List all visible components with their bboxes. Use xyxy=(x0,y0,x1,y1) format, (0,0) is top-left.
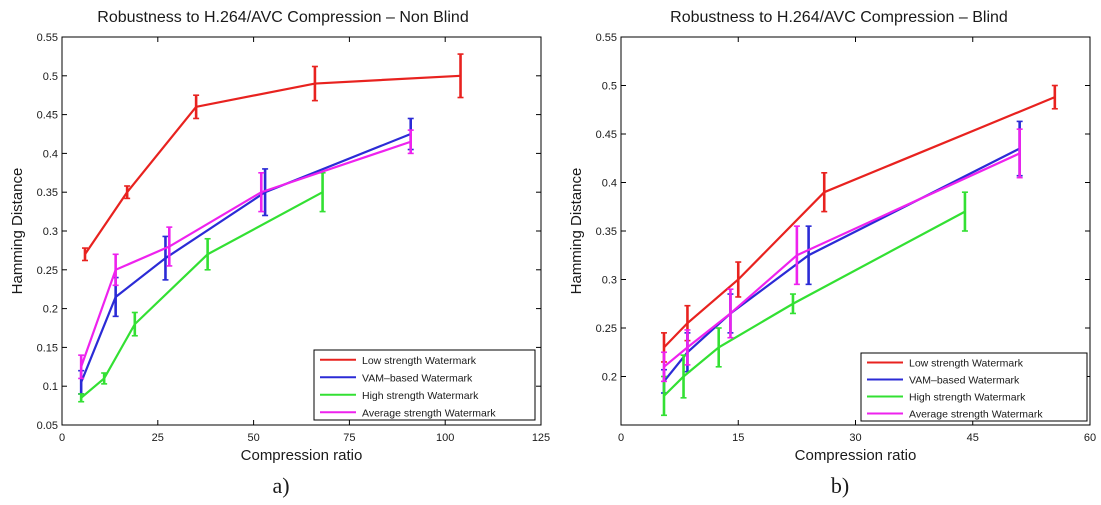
y-tick-label: 0.05 xyxy=(37,420,58,432)
legend-box xyxy=(860,352,1088,422)
y-tick-label: 0.3 xyxy=(43,226,58,238)
x-axis-label: Compression ratio xyxy=(795,447,917,464)
legend-label: High strength Watermark xyxy=(362,390,479,402)
legend-item: High strength Watermark xyxy=(867,392,1026,404)
legend-item: Average strength Watermark xyxy=(867,409,1043,421)
error-bar xyxy=(131,311,138,337)
y-tick-label: 0.55 xyxy=(37,32,58,44)
x-tick-label: 125 xyxy=(532,432,550,444)
legend-item: Average strength Watermark xyxy=(320,407,496,419)
error-bar xyxy=(407,129,414,155)
panel-caption: a) xyxy=(272,473,289,498)
error-bar xyxy=(162,235,169,281)
x-tick-label: 30 xyxy=(849,432,861,444)
y-tick-label: 0.1 xyxy=(43,381,58,393)
y-tick-label: 0.45 xyxy=(596,129,617,141)
legend-item: High strength Watermark xyxy=(320,390,479,402)
error-bar xyxy=(793,225,800,286)
error-bar xyxy=(789,293,796,315)
legend: Low strength Watermark VAM–based Watermar… xyxy=(313,349,536,421)
error-bar xyxy=(81,247,88,262)
error-bar xyxy=(78,354,85,380)
error-bar xyxy=(1016,128,1023,179)
error-bar xyxy=(680,354,687,399)
legend-item: VAM–based Watermark xyxy=(320,372,473,384)
series-1 xyxy=(81,53,464,262)
x-axis-label: Compression ratio xyxy=(241,447,363,464)
error-bar xyxy=(961,191,968,232)
x-tick-label: 100 xyxy=(436,432,454,444)
series-1 xyxy=(660,84,1058,363)
error-bar xyxy=(821,172,828,213)
legend: Low strength Watermark VAM–based Watermar… xyxy=(860,352,1088,422)
y-axis-label: Hamming Distance xyxy=(568,168,585,295)
y-tick-label: 0.55 xyxy=(596,32,617,44)
error-bar xyxy=(727,288,734,339)
error-bar xyxy=(124,185,131,200)
error-bar xyxy=(660,351,667,383)
y-tick-label: 0.4 xyxy=(43,148,58,160)
error-bar xyxy=(112,253,119,287)
series-3 xyxy=(660,191,968,417)
x-tick-label: 0 xyxy=(618,432,624,444)
panel-caption: b) xyxy=(831,473,849,498)
error-bar xyxy=(258,172,265,213)
legend-box xyxy=(313,349,536,421)
x-tick-label: 0 xyxy=(59,432,65,444)
error-bar xyxy=(262,168,269,217)
error-bar xyxy=(166,226,173,267)
legend-label: Low strength Watermark xyxy=(909,358,1024,370)
series-4 xyxy=(660,128,1023,383)
y-tick-label: 0.2 xyxy=(602,372,617,384)
legend-label: VAM–based Watermark xyxy=(909,375,1020,387)
error-bar xyxy=(457,53,464,99)
y-tick-label: 0.25 xyxy=(596,323,617,335)
legend-item: VAM–based Watermark xyxy=(867,375,1020,387)
y-axis-label: Hamming Distance xyxy=(9,168,26,295)
error-bar xyxy=(204,237,211,271)
error-bar xyxy=(715,327,722,368)
x-tick-label: 25 xyxy=(152,432,164,444)
y-tick-label: 0.3 xyxy=(602,275,617,287)
series-3 xyxy=(78,172,326,403)
y-tick-label: 0.15 xyxy=(37,342,58,354)
y-tick-label: 0.4 xyxy=(602,178,617,190)
error-bar xyxy=(1051,84,1058,110)
legend-label: Average strength Watermark xyxy=(362,407,496,419)
x-tick-label: 50 xyxy=(247,432,259,444)
x-tick-label: 15 xyxy=(732,432,744,444)
error-bar xyxy=(193,94,200,120)
legend-label: VAM–based Watermark xyxy=(362,372,473,384)
y-tick-label: 0.35 xyxy=(37,187,58,199)
x-tick-label: 45 xyxy=(967,432,979,444)
legend-item: Low strength Watermark xyxy=(320,355,477,367)
y-tick-label: 0.5 xyxy=(43,71,58,83)
error-bar xyxy=(805,225,812,286)
legend-label: High strength Watermark xyxy=(909,392,1026,404)
y-tick-label: 0.25 xyxy=(37,265,58,277)
chart-panel-b: Robustness to H.264/AVC Compression – Bl… xyxy=(568,9,1096,498)
y-tick-label: 0.5 xyxy=(602,81,617,93)
error-bar xyxy=(101,372,108,385)
error-bar xyxy=(684,329,691,366)
x-tick-label: 75 xyxy=(343,432,355,444)
chart-panel-a: Robustness to H.264/AVC Compression – No… xyxy=(9,9,550,498)
error-bar xyxy=(735,261,742,298)
chart-title: Robustness to H.264/AVC Compression – No… xyxy=(97,9,468,26)
chart-title: Robustness to H.264/AVC Compression – Bl… xyxy=(670,9,1008,26)
y-tick-label: 0.35 xyxy=(596,226,617,238)
y-tick-label: 0.2 xyxy=(43,304,58,316)
x-tick-label: 60 xyxy=(1084,432,1096,444)
error-bar xyxy=(78,393,85,403)
y-tick-label: 0.45 xyxy=(37,110,58,122)
series-4 xyxy=(78,129,414,380)
legend-label: Average strength Watermark xyxy=(909,409,1043,421)
error-bar xyxy=(311,65,318,102)
legend-item: Low strength Watermark xyxy=(867,358,1024,370)
legend-label: Low strength Watermark xyxy=(362,355,477,367)
